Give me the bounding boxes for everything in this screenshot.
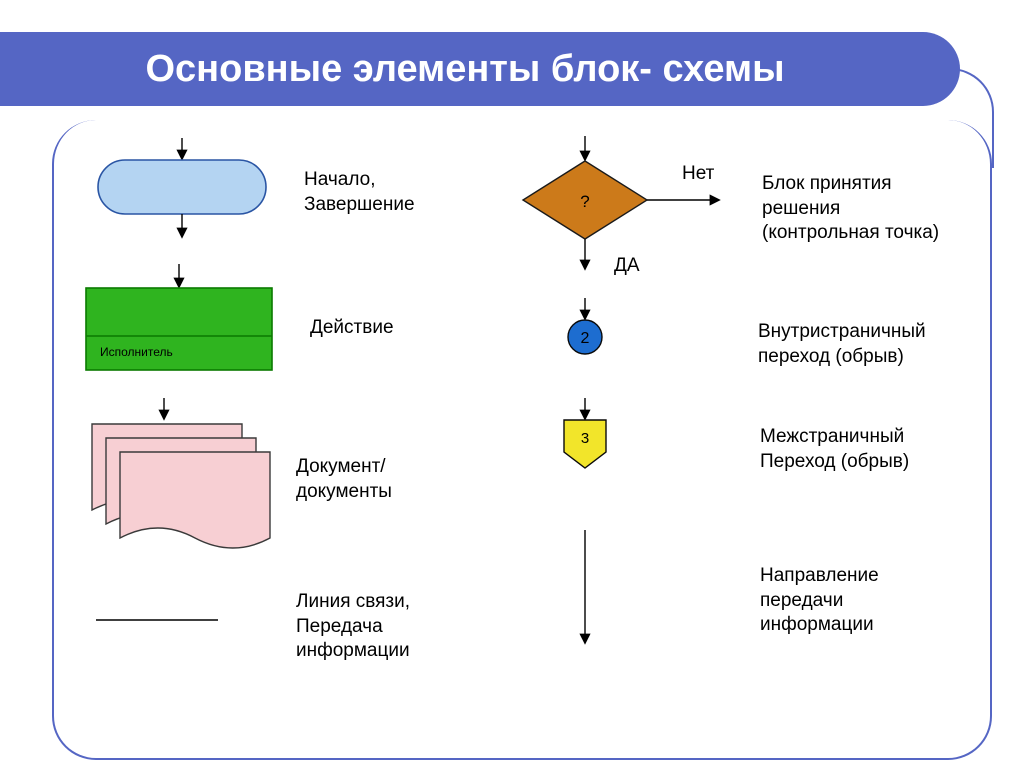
svg-text:2: 2 (581, 330, 590, 347)
page-title: Основные элементы блок- схемы (0, 32, 930, 106)
terminator-shape (98, 138, 266, 236)
svg-text:?: ? (580, 192, 589, 211)
offpage-connector-shape: 3 (564, 398, 606, 468)
documents-shape (92, 398, 270, 548)
line-label: Линия связи,Передача информации (296, 590, 410, 664)
decision-shape: ? (523, 136, 718, 268)
process-shape: Исполнитель (86, 264, 272, 370)
documents-label: Документ/документы (296, 455, 392, 504)
process-label: Действие (310, 316, 394, 341)
decision-yes-label: ДА (614, 254, 640, 279)
onpage-connector-shape: 2 (568, 298, 602, 354)
process-inner-label: Исполнитель (100, 345, 173, 359)
decision-no-label: Нет (682, 162, 714, 187)
decision-label: Блок принятия решения(контрольная точка) (762, 172, 939, 246)
diagram-canvas: Исполнитель ? 2 3 (0, 0, 1024, 768)
terminator-label: Начало,Завершение (304, 168, 415, 217)
onpage-label: Внутристраничныйпереход (обрыв) (758, 320, 926, 369)
svg-text:3: 3 (581, 430, 589, 447)
offpage-label: МежстраничныйПереход (обрыв) (760, 425, 909, 474)
arrow-label: Направление передачи информации (760, 564, 879, 638)
